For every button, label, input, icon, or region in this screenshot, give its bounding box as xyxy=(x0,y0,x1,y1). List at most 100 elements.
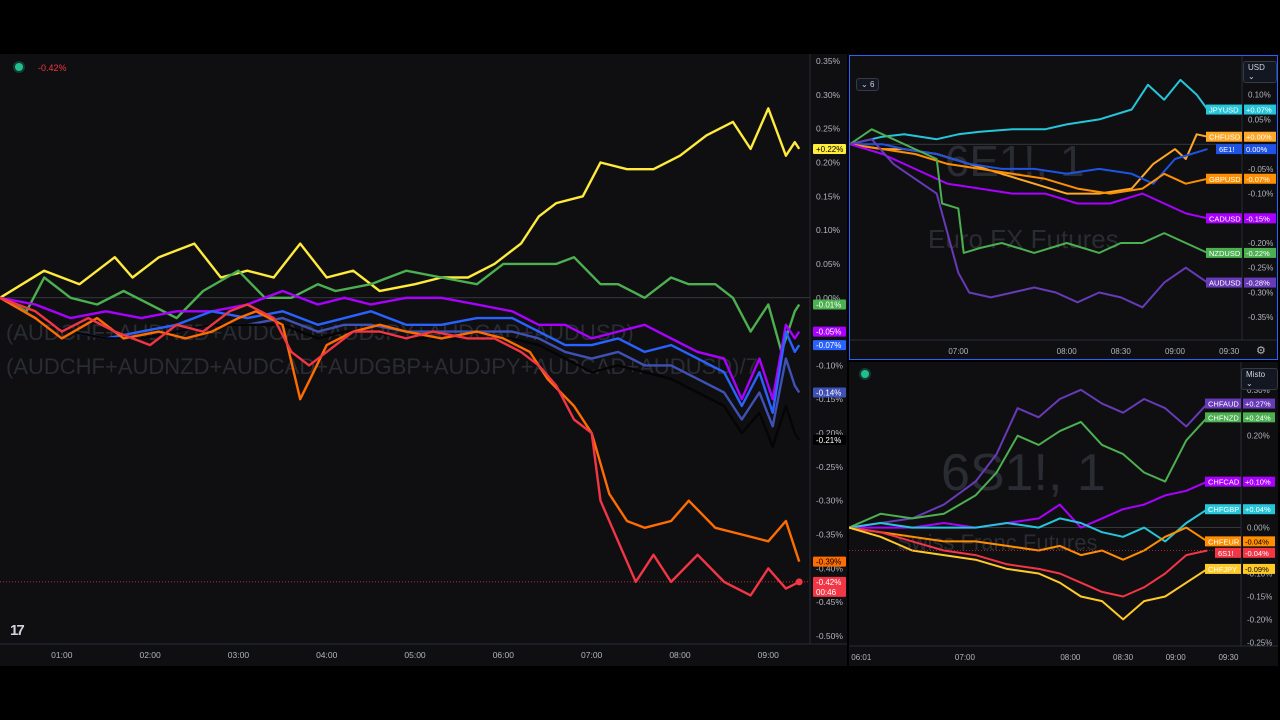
price-badge xyxy=(1244,247,1276,258)
price-badge-label: -0.01% xyxy=(816,301,841,310)
main-chart-panel[interactable]: (AUDCHF+AUDNZD+AUDCAD+AUDJPY+AUDCAD+AUDU… xyxy=(0,54,847,666)
y-tick-label: -0.50% xyxy=(816,631,843,641)
y-tick-label: 0.15% xyxy=(816,191,841,201)
x-tick-label: 04:00 xyxy=(316,650,338,660)
price-badge-label: -0.39% xyxy=(816,558,841,567)
series-name-label: GBPUSD xyxy=(1209,175,1241,184)
price-badge-label: +0.04% xyxy=(1245,505,1271,514)
price-badge-label: -0.22% xyxy=(1246,249,1270,258)
x-tick-label: 08:30 xyxy=(1113,653,1134,662)
series-name-badge xyxy=(1205,504,1241,515)
series-name-label: NZDUSD xyxy=(1209,249,1241,258)
series-name-badge xyxy=(1205,563,1241,574)
series-line-6 xyxy=(850,128,1208,254)
y-tick-label: 0.30% xyxy=(1247,386,1270,395)
series-name-badge xyxy=(1206,247,1242,258)
price-badge xyxy=(813,340,846,351)
series-name-label: JPYUSD xyxy=(1209,106,1239,115)
series-line-2 xyxy=(849,416,1209,529)
x-tick-label: 09:30 xyxy=(1218,653,1239,662)
header-value: -0.42% xyxy=(38,63,67,73)
gear-icon[interactable]: ⚙ xyxy=(1256,345,1266,357)
x-tick-label: 03:00 xyxy=(228,650,250,660)
price-badge-label: -0.07% xyxy=(1246,175,1270,184)
series-line-3 xyxy=(0,289,801,401)
series-line-3 xyxy=(850,143,1208,185)
x-tick-label: 07:00 xyxy=(581,650,603,660)
price-badge-label: +0.27% xyxy=(1245,400,1271,409)
x-tick-label: 02:00 xyxy=(139,650,161,660)
x-tick-label: 09:00 xyxy=(758,650,780,660)
x-tick-label: 06:01 xyxy=(851,653,872,662)
watermark-text: Swiss Franc Futures xyxy=(897,530,1098,555)
x-tick-label: 07:00 xyxy=(955,653,976,662)
x-tick-label: 09:00 xyxy=(1166,653,1187,662)
price-badge-label: +0.22% xyxy=(816,145,843,154)
price-badge-label: +0.24% xyxy=(1245,413,1271,422)
series-line-1 xyxy=(0,107,801,299)
y-tick-label: -0.30% xyxy=(816,496,843,506)
series-line-5 xyxy=(850,143,1208,220)
top-right-chart-panel[interactable]: 6E1!, 1 Euro FX Futures 0.10% 0.05% -0.05% -0… xyxy=(849,55,1278,360)
y-tick-label: 0.05% xyxy=(816,259,841,269)
price-badge xyxy=(1243,547,1275,558)
currency-label: USD xyxy=(1248,63,1265,72)
series-line-8 xyxy=(0,296,800,597)
series-name-label: CHFUSD xyxy=(1209,133,1241,142)
price-badge xyxy=(813,556,846,567)
tradingview-logo[interactable]: 17 xyxy=(10,622,25,639)
x-tick-label: 06:00 xyxy=(493,650,515,660)
x-tick-label: 01:00 xyxy=(51,650,73,660)
series-name-label: 6E1! xyxy=(1219,145,1234,154)
currency-button[interactable]: USD ⌄ xyxy=(1243,61,1277,83)
indicator-count: 6 xyxy=(869,80,875,89)
price-badge-label: -0.09% xyxy=(1245,565,1269,574)
price-badge-label: -0.21% xyxy=(816,436,841,445)
price-badge xyxy=(813,299,846,310)
y-tick-label: 0.10% xyxy=(1248,91,1271,100)
series-line-7 xyxy=(849,526,1208,621)
x-tick-label: 05:00 xyxy=(404,650,426,660)
y-tick-label: -0.45% xyxy=(816,597,843,607)
price-badge-label: -0.05% xyxy=(816,328,841,337)
price-badge xyxy=(1243,563,1275,574)
price-badge-label: +0.10% xyxy=(1245,478,1271,487)
price-badge xyxy=(813,143,846,154)
series-name-label: CADUSD xyxy=(1209,214,1241,223)
series-name-label: CHFCAD xyxy=(1208,478,1240,487)
series-line-1 xyxy=(849,388,1209,529)
top-bar xyxy=(0,0,1280,54)
x-tick-label: 09:30 xyxy=(1219,347,1240,356)
y-tick-label: -0.15% xyxy=(816,394,843,404)
y-tick-label: 0.25% xyxy=(816,124,841,134)
indicators-toggle[interactable]: ⌄ 6 xyxy=(856,78,880,91)
series-name-badge xyxy=(1205,412,1241,423)
price-badge xyxy=(813,326,846,337)
chevron-down-icon: ⌄ xyxy=(1248,72,1255,81)
price-badge xyxy=(1243,412,1275,423)
status-dot xyxy=(861,370,869,378)
series-name-label: CHFJPY xyxy=(1208,565,1237,574)
price-badge xyxy=(813,387,846,398)
series-name-label: 6S1! xyxy=(1218,549,1233,558)
mode-button[interactable]: Misto ⌄ xyxy=(1241,368,1278,390)
series-name-label: CHFAUD xyxy=(1208,400,1239,409)
series-name-badge xyxy=(1206,104,1242,115)
y-tick-label: 0.35% xyxy=(816,56,841,66)
price-badge-label: 0.00% xyxy=(1246,145,1268,154)
series-name-badge xyxy=(1215,547,1241,558)
y-tick-label: -0.25% xyxy=(1248,264,1273,273)
series-name-badge xyxy=(1206,131,1242,142)
x-tick-label: 07:00 xyxy=(948,347,969,356)
price-badge xyxy=(1244,131,1276,142)
price-badge-label: +0.07% xyxy=(1246,106,1272,115)
y-tick-label: 0.00% xyxy=(816,293,841,303)
main-chart[interactable]: (AUDCHF+AUDNZD+AUDCAD+AUDJPY+AUDCAD+AUDU… xyxy=(0,54,847,666)
y-tick-label: -0.10% xyxy=(1248,190,1273,199)
y-tick-label: -0.10% xyxy=(816,360,843,370)
series-name-badge xyxy=(1205,476,1241,487)
series-name-badge xyxy=(1205,536,1241,547)
